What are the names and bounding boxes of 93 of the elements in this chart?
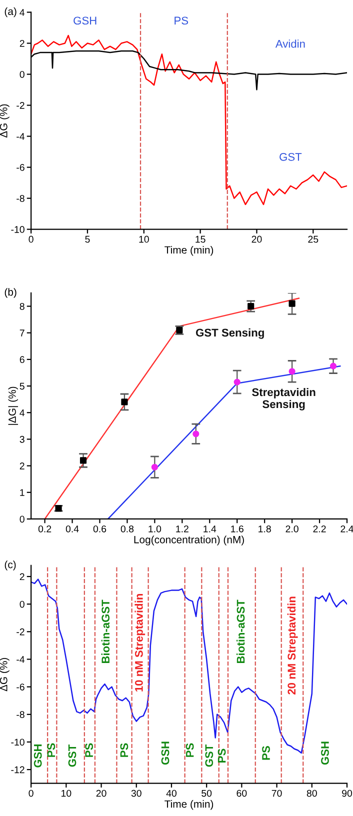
annotation: GST [205,744,214,767]
y-tick-label: 2 [20,40,24,47]
y-tick-label: 5 [20,382,24,390]
chart-title: (a) [4,7,16,18]
point [248,302,254,310]
y-tick-label: 0 [20,516,24,523]
x-tick-label: 60 [236,790,247,797]
chart-title: (b) [4,288,16,298]
x-tick-label: 70 [272,790,282,797]
y-tick-label: 0 [20,600,24,608]
x-axis-title: Time (min) [164,800,214,810]
annotation: GSH [34,744,42,768]
x-tick-label: 20 [96,790,106,797]
point [80,457,87,464]
y-tick-label: 4 [20,409,25,416]
annotation: PS [85,743,94,757]
x-tick-label: 5 [85,236,90,243]
y-tick-label: -6 [16,164,24,171]
x-tick-label: 2.2 [313,525,326,532]
point [288,368,296,375]
annotation: Biotin-aGST [236,600,245,664]
y-tick-label: 1 [20,489,24,496]
annotation: PS [120,743,128,757]
x-tick-label: 80 [306,790,317,797]
y-tick-label: -4 [16,656,25,663]
y-tick-label: -10 [11,738,24,746]
y-tick-label: 2 [20,573,24,580]
y-tick-label: -8 [16,711,24,718]
x-tick-label: 10 [139,236,149,243]
annotation: GSH [74,16,96,25]
x-tick-label: 0.8 [120,525,134,532]
annotation: GSH [161,742,170,765]
y-tick-label: -6 [16,684,24,690]
point [192,430,200,438]
x-tick-label: 30 [131,790,142,797]
x-axis-title: Time (min) [164,246,214,256]
y-tick-label: 3 [20,436,24,443]
point [121,398,128,406]
x-axis-title: Log(concentration) (nM) [134,536,244,546]
x-tick-label: 90 [342,790,352,797]
y-tick-label: -4 [16,133,25,140]
y-tick-label: 8 [20,302,24,310]
point [288,300,296,307]
x-tick-label: 1.6 [231,525,244,532]
x-tick-label: 20 [252,236,262,243]
y-tick-label: -8 [16,195,24,202]
y-tick-label: 6 [20,356,24,364]
annotation: PS [262,746,270,760]
y-tick-label: -2 [16,628,24,636]
x-tick-label: 0.4 [66,525,79,532]
annotation: GST [280,153,302,161]
annotation: PS [186,743,194,757]
annotation: PS [218,748,226,762]
annotation: GST [68,744,76,767]
x-tick-label: 15 [196,236,206,243]
x-tick-label: 0 [28,236,34,243]
x-tick-label: 2.0 [286,525,298,532]
x-tick-label: 0.2 [38,525,52,532]
y-tick-label: -12 [11,766,24,774]
x-tick-label: 1.0 [148,525,162,532]
y-tick-label: 4 [20,9,25,16]
annotation: PS [47,743,56,757]
x-tick-label: 0.6 [93,525,106,532]
y-axis-title: ΔG (%) [0,104,10,138]
x-tick-label: 1.4 [204,526,216,532]
x-tick-label: 50 [202,790,212,797]
y-tick-label: 0 [20,70,24,78]
y-axis-title: |ΔG| (%) [8,386,18,425]
annotation: Streptavidin Sensing [252,388,316,410]
chart-title: (c) [4,560,16,570]
y-tick-label: 7 [20,330,24,336]
point [330,362,337,370]
line-series [31,34,347,206]
annotation: 20 nM Streptavidin [287,596,298,694]
x-tick-label: 40 [166,790,177,797]
x-tick-label: 1.8 [258,525,271,532]
x-tick-label: 25 [308,236,318,243]
point [234,378,240,386]
x-tick-label: 2.4 [340,525,353,532]
y-axis-title: ΔG (%) [0,658,10,692]
annotation: Biotin-aGST [101,600,110,664]
x-tick-label: 10 [62,790,72,797]
x-tick-label: 1.2 [176,525,188,532]
x-tick-label: 0 [28,790,34,797]
annotation: GSH [321,742,329,765]
y-tick-label: 2 [20,462,24,470]
y-tick-label: -2 [16,102,24,109]
annotation: GST Sensing [196,328,264,339]
y-tick-label: -10 [11,226,24,233]
annotation: PS [174,16,188,25]
point [151,464,158,470]
annotation: Avidin [275,40,305,48]
annotation: 10 nM Streptavidin [134,594,146,692]
